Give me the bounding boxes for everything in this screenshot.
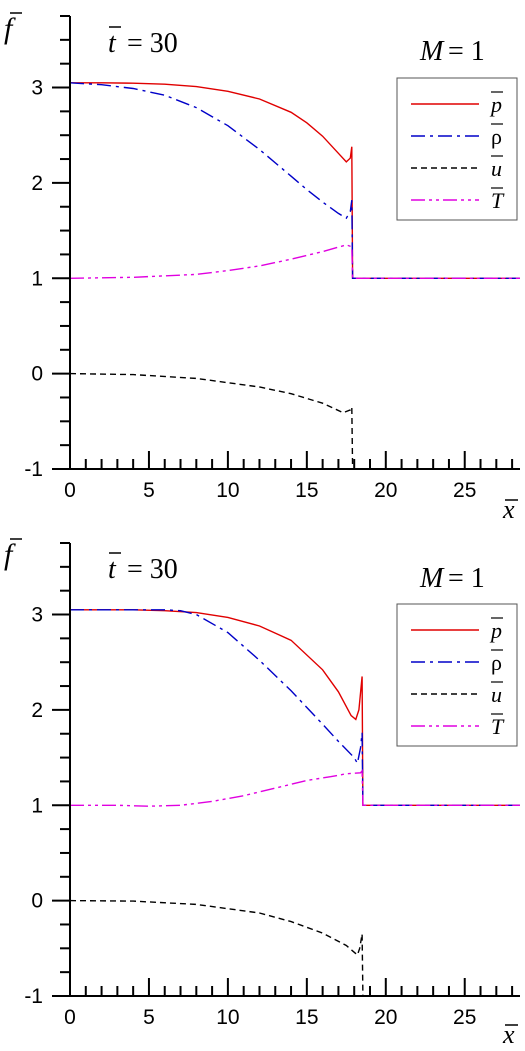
legend-box bbox=[396, 77, 518, 221]
x-tick-label: 25 bbox=[453, 1006, 476, 1029]
legend-label: T bbox=[491, 188, 505, 213]
y-tick-label: -1 bbox=[24, 458, 43, 481]
axis-ticks bbox=[52, 542, 514, 997]
y-tick-label: 1 bbox=[31, 794, 43, 817]
x-tick-label: 25 bbox=[453, 479, 476, 502]
x-tick-labels: 0 5 10 15 20 25 bbox=[64, 1006, 476, 1029]
axis-ticks bbox=[52, 15, 514, 470]
series-line bbox=[70, 82, 520, 279]
y-axis-label-text: f bbox=[4, 538, 16, 571]
legend-box bbox=[396, 603, 518, 747]
x-tick-label: 0 bbox=[64, 479, 76, 502]
series-line bbox=[70, 769, 520, 807]
x-tick-label: 5 bbox=[143, 479, 155, 502]
x-tick-label: 5 bbox=[143, 1006, 155, 1029]
x-tick-label: 0 bbox=[64, 1006, 76, 1029]
y-axis-label: f bbox=[4, 538, 22, 571]
y-tick-label: -1 bbox=[24, 985, 43, 1008]
series-lines bbox=[69, 82, 520, 470]
time-value: = 30 bbox=[127, 28, 178, 59]
y-axis-label-text: f bbox=[4, 12, 16, 45]
param-annotation: M = 1 bbox=[419, 36, 485, 67]
param-label: M bbox=[419, 36, 445, 67]
y-tick-label: 0 bbox=[31, 890, 43, 913]
param-value: = 1 bbox=[448, 36, 485, 67]
x-tick-label: 15 bbox=[295, 479, 318, 502]
x-tick-labels: 0 5 10 15 20 25 bbox=[64, 479, 476, 502]
param-value: = 1 bbox=[448, 563, 485, 594]
param-annotation: M = 1 bbox=[419, 563, 485, 594]
y-tick-labels: -1 0 1 2 3 bbox=[24, 77, 43, 481]
x-tick-label: 20 bbox=[374, 479, 397, 502]
y-tick-label: 3 bbox=[31, 604, 43, 627]
x-tick-label: 15 bbox=[295, 1006, 318, 1029]
y-tick-label: 0 bbox=[31, 363, 43, 386]
param-label: M bbox=[419, 563, 445, 594]
x-tick-label: 10 bbox=[216, 1006, 239, 1029]
y-tick-label: 2 bbox=[31, 699, 43, 722]
y-tick-label: 3 bbox=[31, 77, 43, 100]
series-line bbox=[69, 372, 354, 470]
x-axis-label: x bbox=[502, 1020, 518, 1049]
x-axis-label-text: x bbox=[502, 1020, 515, 1049]
series-line bbox=[70, 609, 520, 806]
time-annotation: t = 30 bbox=[108, 552, 178, 585]
y-tick-label: 1 bbox=[31, 267, 43, 290]
time-label: t bbox=[108, 554, 117, 585]
series-lines bbox=[69, 609, 520, 997]
legend-label: u bbox=[491, 156, 502, 181]
y-tick-labels: -1 0 1 2 3 bbox=[24, 604, 43, 1008]
time-label: t bbox=[108, 28, 117, 59]
series-line bbox=[69, 82, 520, 279]
x-tick-label: 10 bbox=[216, 479, 239, 502]
legend-label: ρ bbox=[491, 124, 502, 149]
y-axis-label: f bbox=[4, 12, 22, 45]
y-tick-label: 2 bbox=[31, 172, 43, 195]
legend-label: T bbox=[491, 714, 505, 739]
series-line bbox=[69, 899, 364, 997]
x-axis-label: x bbox=[502, 495, 518, 524]
legend-label: p bbox=[489, 618, 502, 643]
legend-label: ρ bbox=[491, 650, 502, 675]
time-value: = 30 bbox=[127, 554, 178, 585]
time-annotation: t = 30 bbox=[108, 26, 178, 59]
legend-label: u bbox=[491, 682, 502, 707]
legend-label: p bbox=[489, 92, 502, 117]
series-line bbox=[69, 244, 520, 279]
series-line bbox=[70, 609, 520, 806]
x-axis-label-text: x bbox=[502, 495, 515, 524]
x-tick-label: 20 bbox=[374, 1006, 397, 1029]
